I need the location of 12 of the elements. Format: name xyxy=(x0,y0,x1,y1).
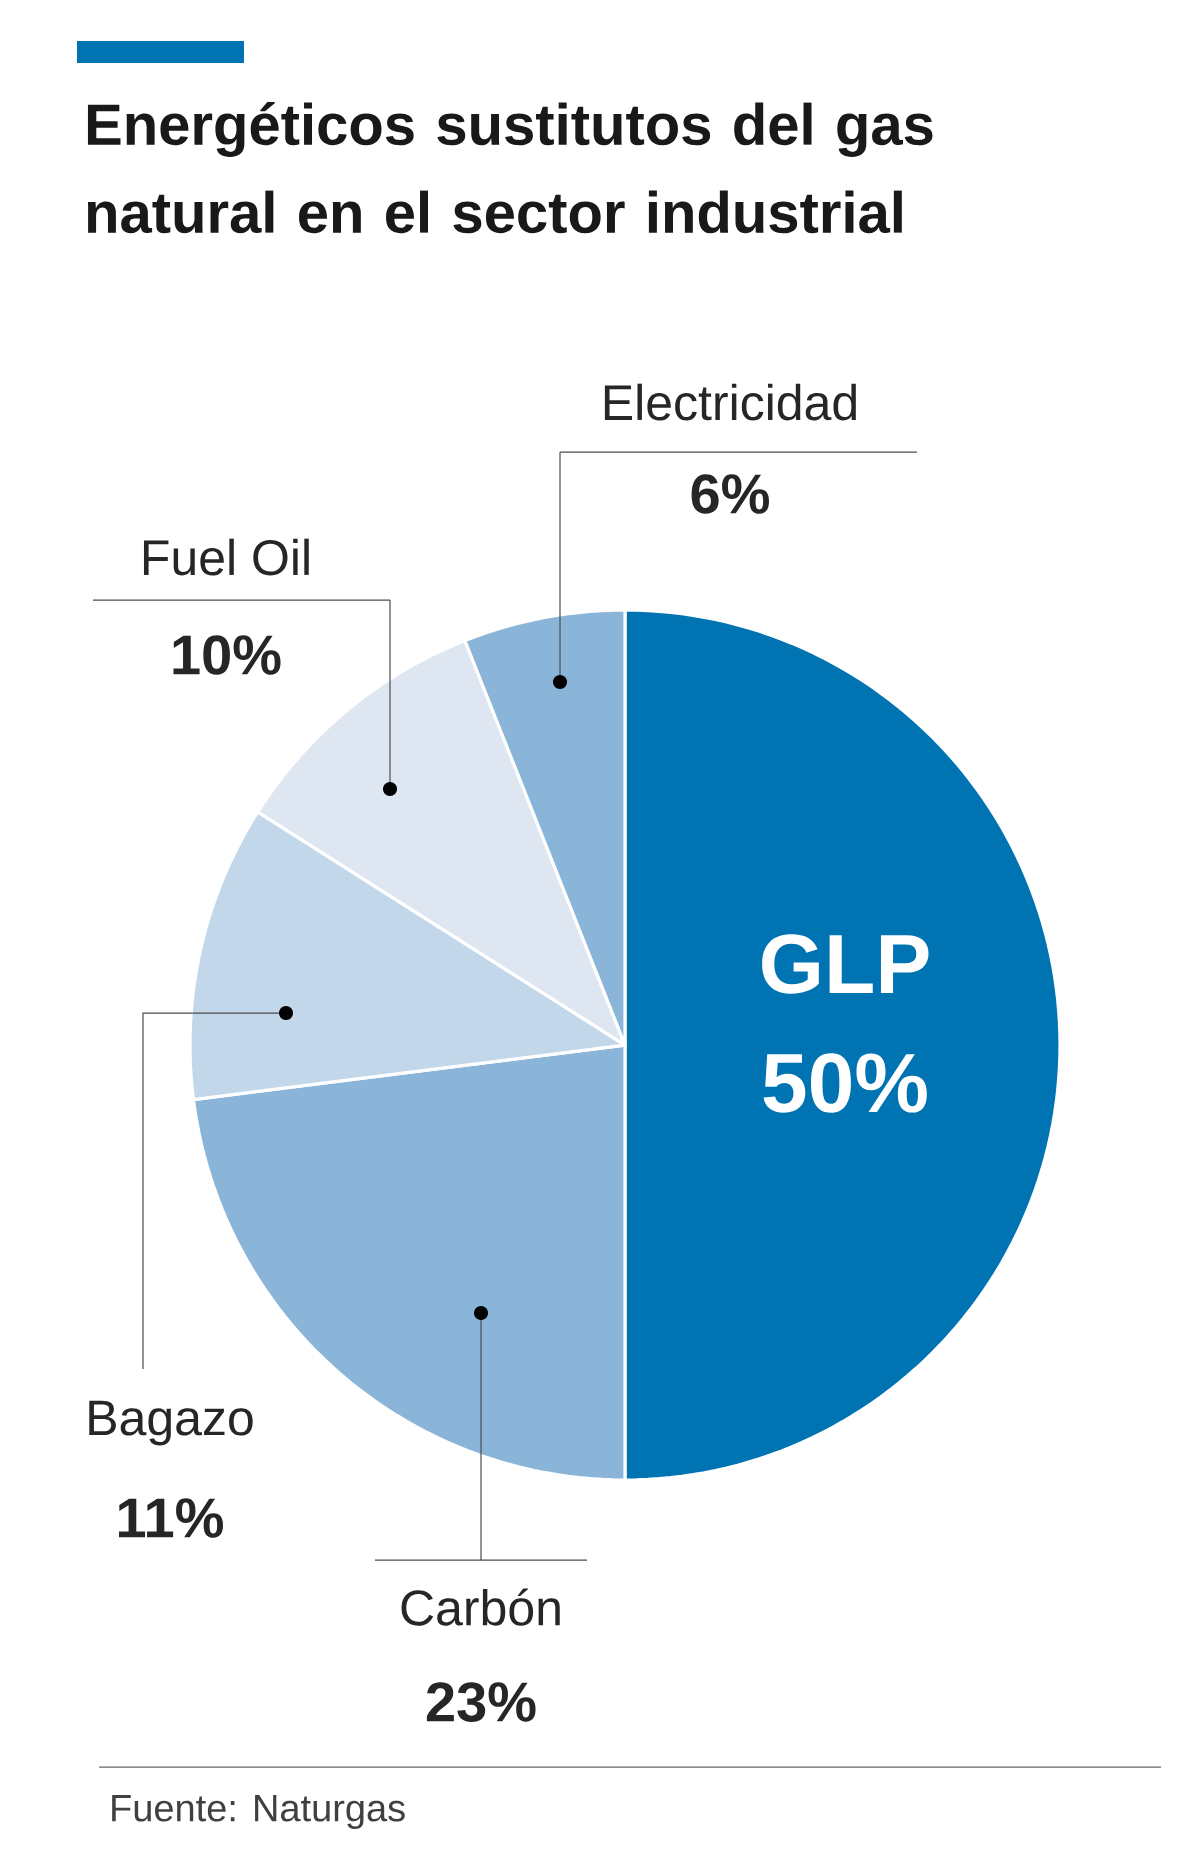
slice-label: Bagazo xyxy=(89,1400,253,1446)
data-label: 6% xyxy=(691,474,769,514)
source-note: Fuente: Naturgas xyxy=(112,1795,405,1830)
data-label: 50% xyxy=(763,1053,927,1113)
chart-title: Energéticos sustitutos del gas natural en el sector industrial xyxy=(87,102,933,234)
data-label: 11% xyxy=(119,1498,223,1538)
slice-label: GLP xyxy=(762,934,929,994)
slice-label: Carbón xyxy=(401,1588,560,1626)
data-label: 10% xyxy=(173,635,281,675)
data-label: 23% xyxy=(426,1682,536,1722)
slice-label: Fuel Oil xyxy=(143,538,309,576)
slice-label: Electricidad xyxy=(604,383,856,421)
